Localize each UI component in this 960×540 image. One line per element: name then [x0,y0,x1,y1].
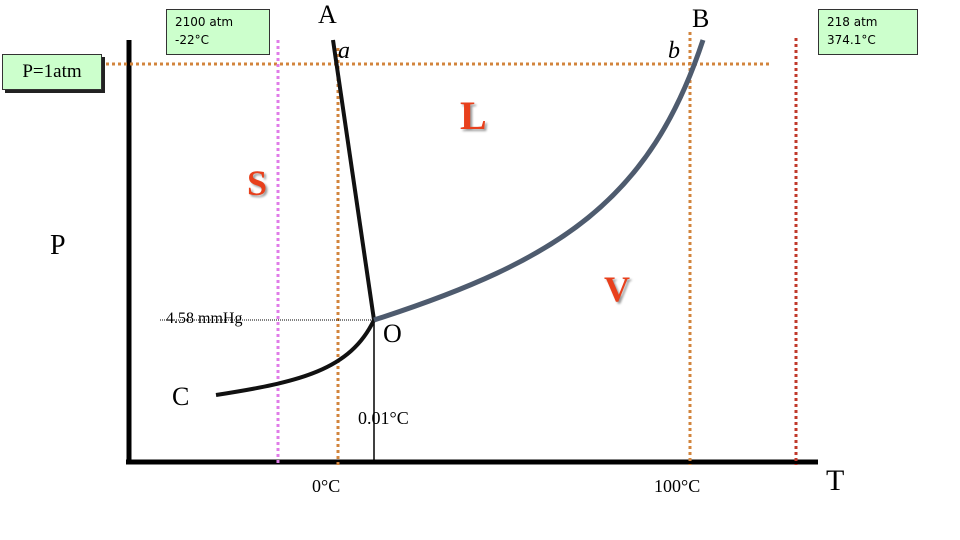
pressure-axis-label: P [50,230,66,261]
vaporization-curve [373,39,706,323]
ice-limit-box: 2100 atm -22°C [166,9,270,55]
ice-limit-pressure: 2100 atm [175,15,234,29]
critical-temperature: 374.1°C [827,33,876,47]
critical-point-box: 218 atm 374.1°C [818,9,918,55]
critical-pressure: 218 atm [827,15,878,29]
region-liquid: L [460,93,487,138]
vapor-curve-end-label: B [692,4,710,33]
one-atm-label: P=1atm [2,54,102,90]
fusion-curve [331,39,376,321]
region-solid: S [247,163,268,203]
hundred-celsius-label: 100°C [654,476,701,496]
temperature-axis-label: T [826,464,845,497]
triple-temp-label: 0.01°C [358,408,409,428]
melting-point-label: a [338,38,350,64]
triple-point-label: O [383,319,402,348]
region-vapor: V [604,269,630,309]
sublimation-curve-end-label: C [172,382,190,411]
zero-celsius-label: 0°C [312,476,341,496]
triple-pressure-label: 4.58 mmHg [166,310,243,327]
fusion-curve-end-label: A [318,0,337,29]
sublimation-curve [215,319,376,397]
boiling-point-label: b [668,38,680,64]
ice-limit-temperature: -22°C [175,33,209,47]
